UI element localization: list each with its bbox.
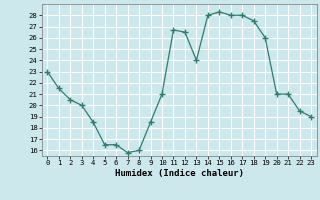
X-axis label: Humidex (Indice chaleur): Humidex (Indice chaleur) — [115, 169, 244, 178]
